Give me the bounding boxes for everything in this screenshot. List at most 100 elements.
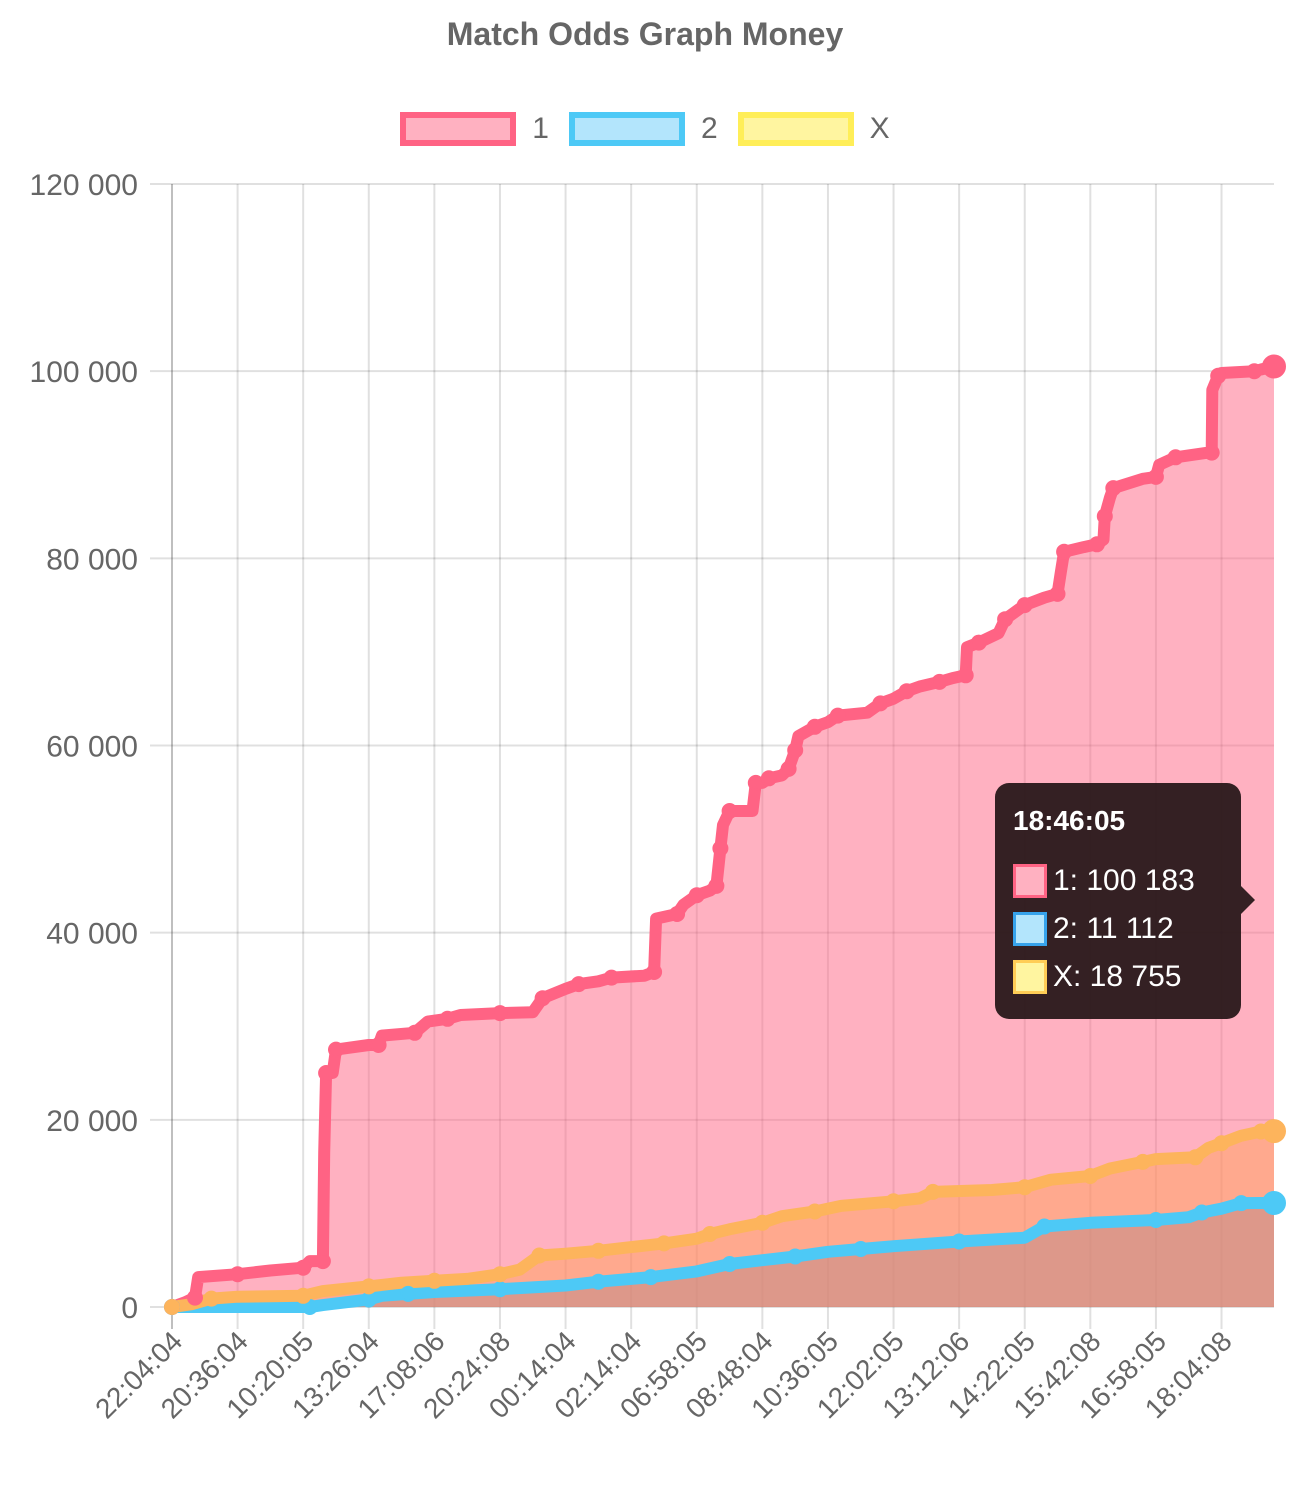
data-point-2[interactable] bbox=[721, 1256, 738, 1272]
data-point-1[interactable] bbox=[669, 906, 686, 922]
data-point-x[interactable] bbox=[924, 1183, 941, 1200]
data-point-1[interactable] bbox=[806, 718, 823, 735]
data-point-2[interactable] bbox=[787, 1248, 804, 1265]
data-point-1[interactable] bbox=[439, 1010, 456, 1027]
data-point-x[interactable] bbox=[1187, 1149, 1204, 1166]
tooltip-swatch-1 bbox=[1013, 864, 1047, 898]
data-point-1[interactable] bbox=[708, 877, 725, 894]
tooltip-value-2: 2: 11 112 bbox=[1053, 912, 1174, 945]
y-tick-label: 20 000 bbox=[46, 1105, 138, 1138]
legend-item-1[interactable]: 1 bbox=[400, 112, 549, 146]
tooltip-value-1: 1: 100 183 bbox=[1053, 864, 1195, 897]
data-point-x[interactable] bbox=[360, 1278, 377, 1295]
data-point-1[interactable] bbox=[712, 840, 729, 857]
data-point-1[interactable] bbox=[406, 1024, 423, 1041]
data-point-x[interactable] bbox=[426, 1272, 443, 1289]
data-point-1[interactable] bbox=[570, 976, 587, 993]
data-point-x[interactable] bbox=[1082, 1168, 1099, 1184]
data-point-1[interactable] bbox=[229, 1266, 246, 1283]
data-point-x[interactable] bbox=[656, 1235, 672, 1252]
data-point-x[interactable] bbox=[590, 1242, 607, 1259]
data-point-1[interactable] bbox=[747, 774, 764, 791]
data-point-x[interactable] bbox=[531, 1247, 548, 1264]
data-point-x[interactable] bbox=[203, 1290, 220, 1307]
data-point-1[interactable] bbox=[997, 611, 1014, 628]
data-point-2[interactable] bbox=[1262, 1191, 1286, 1215]
legend-label-2: 2 bbox=[700, 112, 718, 145]
data-point-1[interactable] bbox=[780, 760, 797, 777]
legend-label-x: X bbox=[869, 112, 890, 145]
legend-item-2[interactable]: 2 bbox=[568, 112, 718, 146]
data-point-1[interactable] bbox=[1147, 468, 1164, 485]
data-point-1[interactable] bbox=[688, 887, 705, 904]
data-point-2[interactable] bbox=[590, 1273, 607, 1290]
data-point-1[interactable] bbox=[1016, 597, 1033, 614]
data-point-1[interactable] bbox=[1056, 543, 1073, 560]
data-point-x[interactable] bbox=[1213, 1135, 1230, 1152]
data-point-2[interactable] bbox=[492, 1281, 508, 1298]
data-point-1[interactable] bbox=[603, 969, 620, 986]
data-point-1[interactable] bbox=[1105, 480, 1122, 497]
legend-item-x[interactable]: X bbox=[737, 112, 890, 146]
chart-title: Match Odds Graph Money bbox=[446, 16, 844, 52]
data-point-2[interactable] bbox=[360, 1291, 377, 1308]
data-point-1[interactable] bbox=[787, 742, 804, 759]
series-line-2 bbox=[166, 1197, 1280, 1313]
tooltip-swatch-2 bbox=[1013, 912, 1047, 946]
chart-legend: 1 2 X bbox=[0, 112, 1290, 146]
tooltip-title: 18:46:05 bbox=[1013, 805, 1126, 836]
data-point-x[interactable] bbox=[1262, 1119, 1286, 1144]
data-point-x[interactable] bbox=[754, 1214, 771, 1231]
data-point-1[interactable] bbox=[931, 673, 948, 690]
tooltip-value-x: X: 18 755 bbox=[1053, 960, 1182, 993]
data-point-1[interactable] bbox=[318, 1065, 335, 1081]
data-point-1[interactable] bbox=[646, 964, 663, 980]
y-tick-label: 80 000 bbox=[46, 543, 138, 576]
data-point-1[interactable] bbox=[1096, 508, 1113, 525]
data-point-1[interactable] bbox=[760, 770, 777, 787]
data-point-1[interactable] bbox=[1210, 367, 1227, 384]
data-point-1[interactable] bbox=[1246, 363, 1263, 380]
data-point-2[interactable] bbox=[852, 1241, 869, 1257]
data-point-1[interactable] bbox=[721, 803, 738, 819]
data-point-1[interactable] bbox=[957, 667, 974, 684]
data-point-x[interactable] bbox=[1134, 1153, 1151, 1170]
data-point-2[interactable] bbox=[1233, 1195, 1250, 1212]
data-point-1[interactable] bbox=[1088, 536, 1105, 553]
data-point-1[interactable] bbox=[492, 1005, 508, 1022]
tooltip-swatch-x bbox=[1013, 960, 1047, 994]
data-point-2[interactable] bbox=[642, 1269, 659, 1286]
data-point-1[interactable] bbox=[898, 683, 915, 700]
legend-label-1: 1 bbox=[532, 112, 549, 145]
series-points bbox=[164, 354, 1286, 1315]
y-tick-label: 0 bbox=[121, 1292, 138, 1325]
data-point-1[interactable] bbox=[829, 707, 846, 724]
data-point-1[interactable] bbox=[370, 1037, 387, 1053]
data-point-x[interactable] bbox=[1016, 1179, 1033, 1196]
tooltip-row-1: 1: 100 183 bbox=[1013, 857, 1223, 905]
data-point-x[interactable] bbox=[701, 1226, 718, 1242]
data-point-1[interactable] bbox=[1167, 449, 1184, 466]
y-tick-label: 40 000 bbox=[46, 918, 138, 951]
data-point-x[interactable] bbox=[164, 1299, 180, 1315]
data-point-2[interactable] bbox=[1036, 1218, 1053, 1235]
data-point-1[interactable] bbox=[1049, 585, 1066, 602]
data-point-1[interactable] bbox=[187, 1289, 203, 1306]
data-point-1[interactable] bbox=[1262, 354, 1286, 379]
data-point-1[interactable] bbox=[1203, 444, 1220, 461]
hover-tooltip: 18:46:05 1: 100 183 2: 11 112 X: 18 755 bbox=[995, 783, 1255, 1019]
data-point-2[interactable] bbox=[951, 1233, 968, 1250]
data-point-1[interactable] bbox=[970, 634, 987, 651]
data-point-1[interactable] bbox=[314, 1253, 331, 1270]
data-point-x[interactable] bbox=[295, 1287, 312, 1304]
data-point-x[interactable] bbox=[806, 1203, 823, 1220]
data-point-1[interactable] bbox=[328, 1041, 344, 1058]
data-point-2[interactable] bbox=[1193, 1204, 1210, 1221]
data-point-2[interactable] bbox=[1147, 1212, 1164, 1228]
data-point-1[interactable] bbox=[534, 990, 551, 1007]
data-point-2[interactable] bbox=[400, 1285, 417, 1302]
data-point-x[interactable] bbox=[885, 1193, 902, 1210]
data-point-1[interactable] bbox=[872, 695, 889, 712]
data-point-x[interactable] bbox=[492, 1266, 508, 1283]
data-point-1[interactable] bbox=[295, 1259, 312, 1276]
